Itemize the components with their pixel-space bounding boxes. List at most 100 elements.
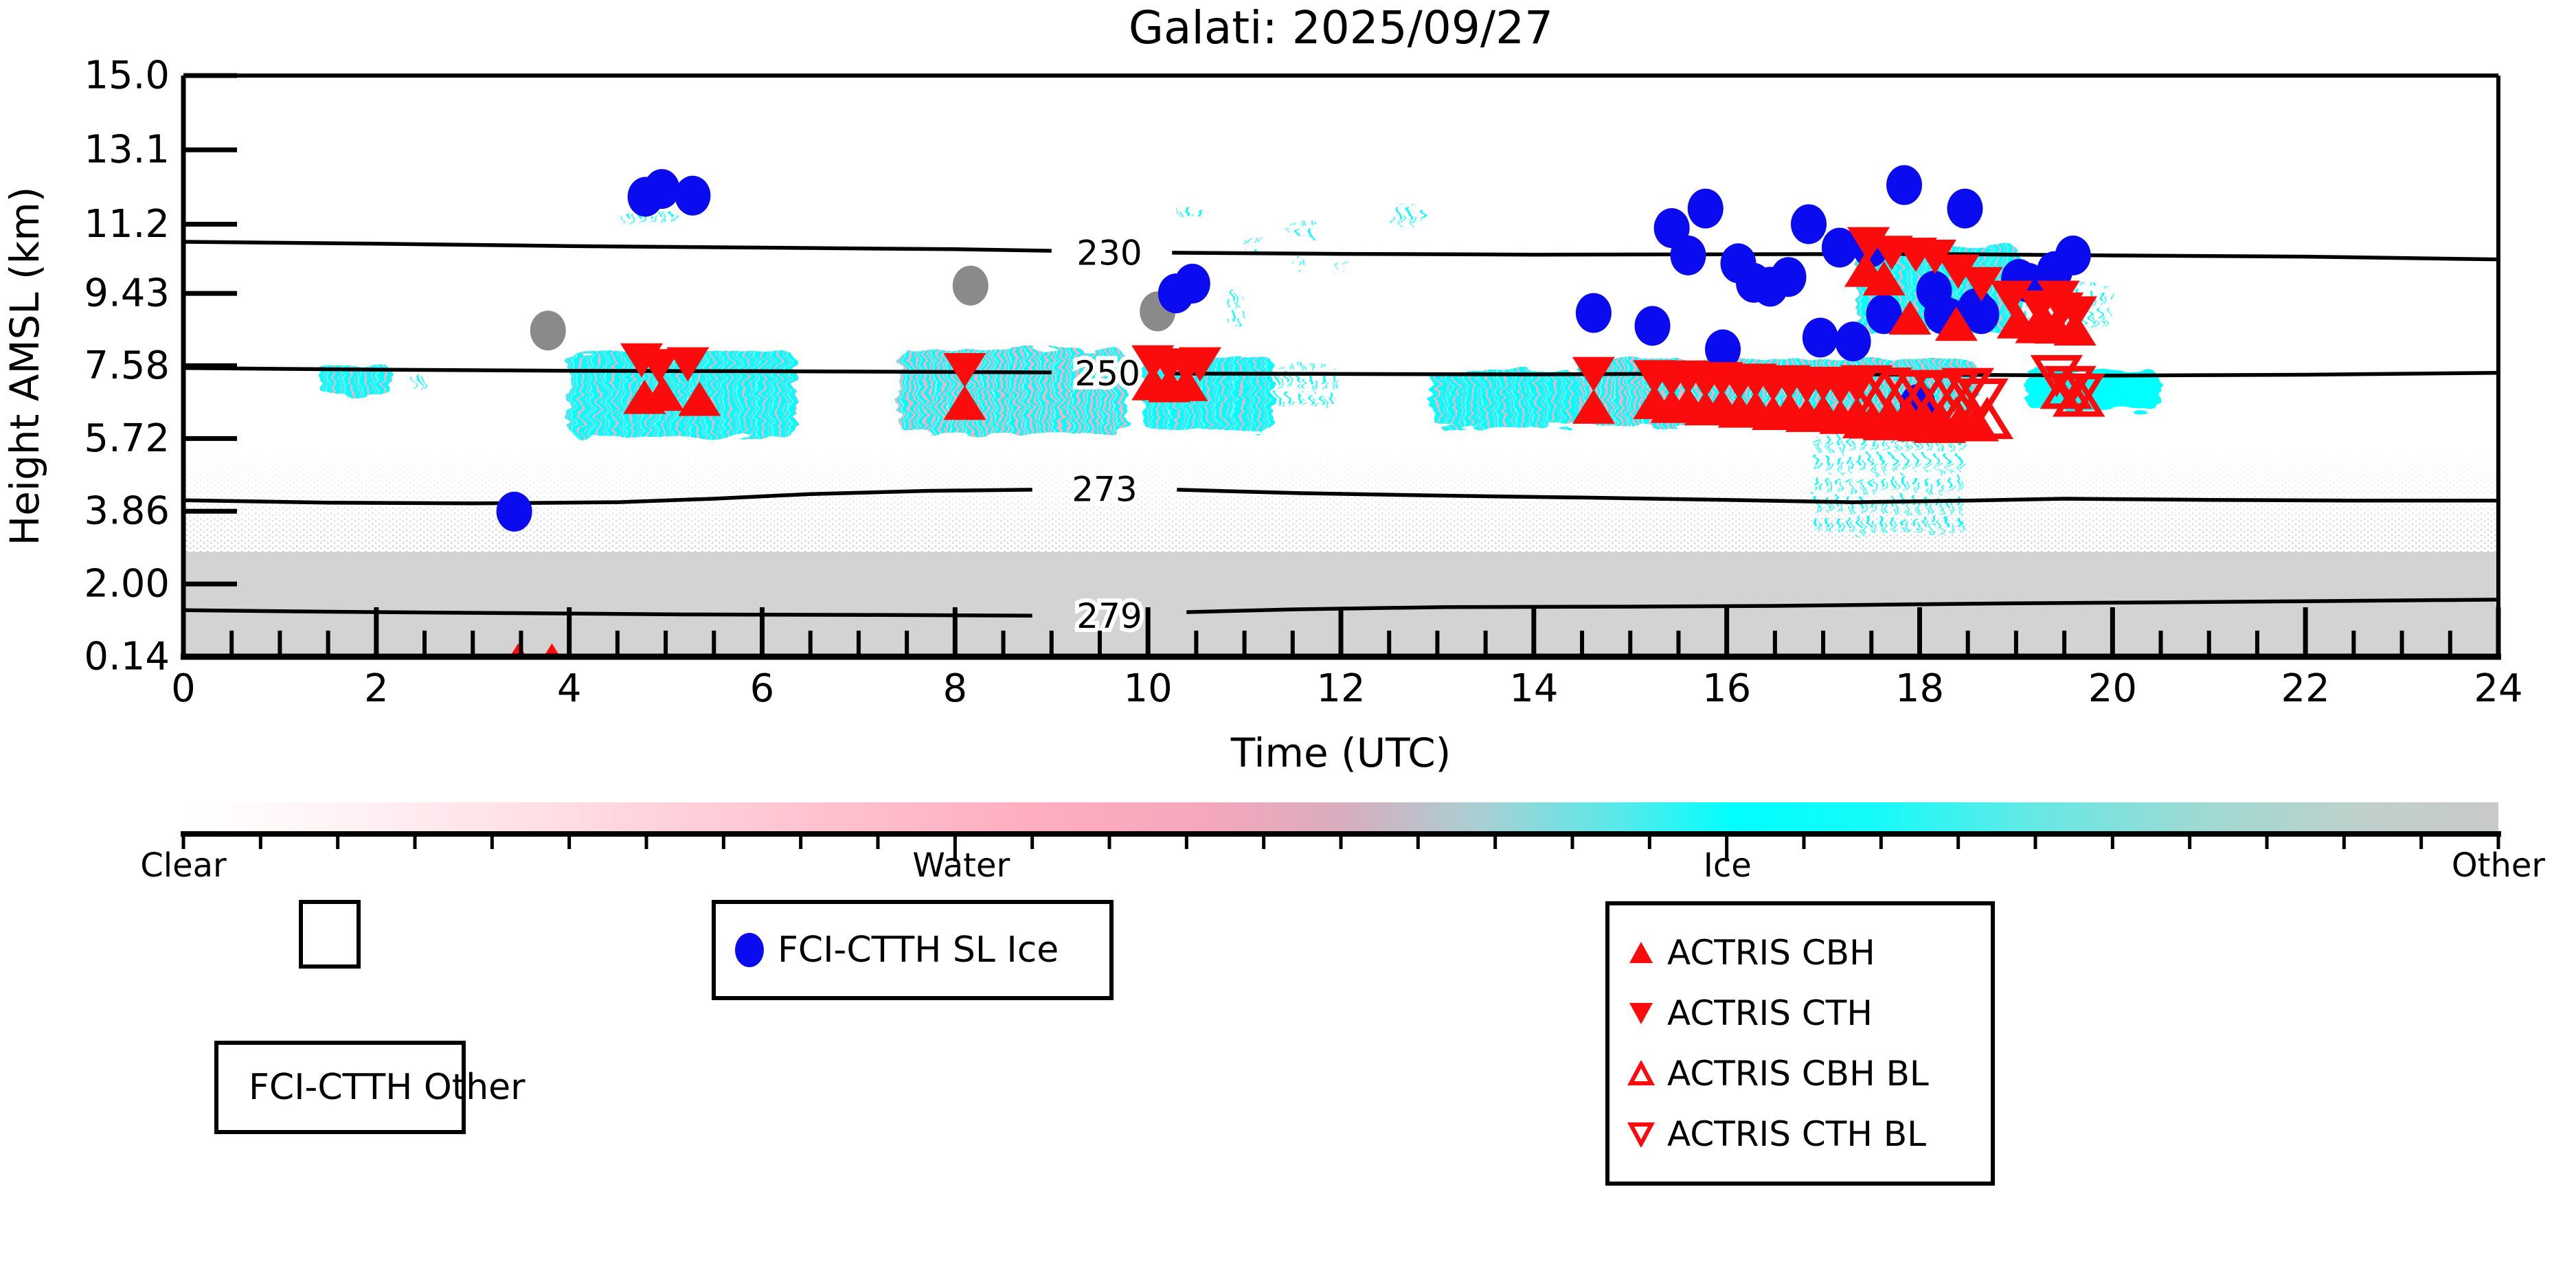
cloud-patch <box>1225 291 1245 326</box>
actris-cth-bl-point <box>1941 368 1994 411</box>
x-tick-label: 0 <box>171 666 196 711</box>
cloud-patch <box>318 364 391 394</box>
y-tick-label: 2.00 <box>84 562 170 607</box>
triangle-up-filled-icon <box>1629 942 1653 963</box>
cloud-patch <box>1331 261 1353 271</box>
triangle-up-open-icon <box>1627 1061 1655 1085</box>
actris-cbh-point <box>1862 261 1906 296</box>
actris-cth-point <box>1178 347 1221 382</box>
y-tick-label: 15.0 <box>84 54 170 98</box>
x-tick-label: 16 <box>1702 666 1751 711</box>
colorbar-label-other: Other <box>2451 846 2546 885</box>
legend-empty-box <box>299 900 361 969</box>
fci-ctth-sl-ice-point <box>1947 188 1983 229</box>
fci-ctth-sl-ice-point <box>1770 257 1807 297</box>
fci-ctth-sl-ice-series <box>496 165 2091 532</box>
actris-cth-bl-point <box>2053 374 2105 416</box>
actris-cth-point <box>1572 357 1615 392</box>
chart-title: Galati: 2025/09/27 <box>1128 1 1554 54</box>
legend-fci-sl-ice: FCI-CTTH SL Ice <box>712 900 1114 1000</box>
actris-cth-point <box>1989 280 2033 315</box>
fci-ctth-sl-ice-point <box>1963 294 2000 335</box>
x-tick-label: 20 <box>2088 666 2137 711</box>
actris-cth-point <box>943 352 986 387</box>
actris-cbh-point <box>1934 306 1978 341</box>
x-tick-label: 6 <box>750 666 775 711</box>
x-axis-label: Time (UTC) <box>1230 730 1451 776</box>
isotherm-230 <box>183 240 1052 253</box>
fci-ctth-sl-ice-point <box>496 491 532 532</box>
legend-actris-cbh-bl-label: ACTRIS CBH BL <box>1667 1054 1929 1094</box>
fci-ctth-sl-ice-point <box>1575 293 1612 333</box>
cloud-patch <box>1432 370 1578 428</box>
y-tick-label: 5.72 <box>84 416 170 461</box>
fci-ctth-other-series <box>530 265 1176 351</box>
fci-ctth-sl-ice-point <box>1835 321 1871 362</box>
cloud-patch <box>1389 203 1423 227</box>
triangle-down-open-icon <box>1627 1122 1655 1147</box>
x-tick-label: 4 <box>557 666 582 711</box>
legend-fci-sl-ice-label: FCI-CTTH SL Ice <box>778 929 1059 971</box>
fci-ctth-sl-ice-point <box>644 169 680 210</box>
fci-ctth-sl-ice-point <box>1670 235 1706 275</box>
actris-series <box>510 227 2105 657</box>
colorbar-ticks <box>181 831 2501 861</box>
x-tick-label: 14 <box>1509 666 1558 711</box>
x-tick-label: 22 <box>2281 666 2330 711</box>
actris-cth-point <box>1913 239 1956 274</box>
cloud-patch <box>1287 220 1317 236</box>
cloud-patch <box>413 376 430 391</box>
x-tick-label: 18 <box>1895 666 1944 711</box>
fci-ctth-sl-ice-point <box>1791 204 1827 245</box>
isotherm-label-273: 273 <box>1072 469 1137 509</box>
isotherm-label-250: 250 <box>1074 354 1140 394</box>
y-tick-label: 7.58 <box>84 343 170 388</box>
triangle-down-filled-icon <box>1629 1003 1653 1024</box>
y-tick-label: 0.14 <box>84 635 170 679</box>
actris-cbh-point <box>641 376 684 411</box>
actris-cth-point <box>1936 254 1980 289</box>
actris-cbh-point <box>543 643 561 657</box>
legend-actris: ACTRIS CBH ACTRIS CTH ACTRIS CBH BL ACTR… <box>1605 901 1995 1186</box>
actris-cth-point <box>1960 267 2003 302</box>
fci-ctth-other-point <box>530 310 566 351</box>
fci-ctth-sl-ice-point <box>1687 188 1724 229</box>
actris-cbh-bl-point <box>1913 400 1967 443</box>
actris-cbh-point <box>1888 300 1932 335</box>
legend-actris-cth-bl-label: ACTRIS CTH BL <box>1667 1114 1927 1154</box>
actris-cbh-point <box>943 385 986 420</box>
fci-ctth-sl-ice-point <box>675 175 711 216</box>
fci-ctth-sl-ice-point <box>1802 317 1838 358</box>
fci-ctth-sl-ice-point <box>1866 294 1902 335</box>
actris-cth-point <box>2054 296 2097 331</box>
isotherm-label-279: 279 <box>1076 596 1142 636</box>
isotherm-279 <box>1186 598 2499 614</box>
y-tick-label: 13.1 <box>84 128 170 172</box>
isotherm-273 <box>183 488 1032 506</box>
classification-colorbar <box>183 802 2498 834</box>
fci-ctth-other-point <box>952 265 988 306</box>
actris-cth-point <box>666 347 710 382</box>
x-tick-label: 24 <box>2474 666 2522 711</box>
y-tick-label: 9.43 <box>84 271 170 316</box>
fci-ctth-sl-ice-point <box>1886 165 1923 205</box>
isotherm-279 <box>183 608 1032 618</box>
fci-ctth-sl-ice-point <box>1821 227 1857 268</box>
actris-cth-point <box>637 349 681 384</box>
x-tick-label: 10 <box>1124 666 1173 711</box>
legend-fci-other-label: FCI-CTTH Other <box>249 1067 526 1108</box>
cloud-patch <box>1179 208 1204 218</box>
axes: 15.013.111.29.437.585.723.862.000.140 2 4 6… <box>84 54 2522 711</box>
actris-cth-bl-point <box>1956 378 2009 421</box>
isotherm-label-230: 230 <box>1076 233 1142 273</box>
actris-cbh-point <box>678 381 721 416</box>
actris-cth-point <box>1847 227 1890 262</box>
colorbar-label-ice: Ice <box>1703 846 1752 885</box>
colorbar-label-water: Water <box>912 846 1010 885</box>
cloud-patch <box>1814 431 1968 534</box>
colorbar-label-clear: Clear <box>140 846 227 885</box>
legend-actris-cbh-label: ACTRIS CBH <box>1667 933 1875 973</box>
legend-fci-other: FCI-CTTH Other <box>214 1041 526 1134</box>
